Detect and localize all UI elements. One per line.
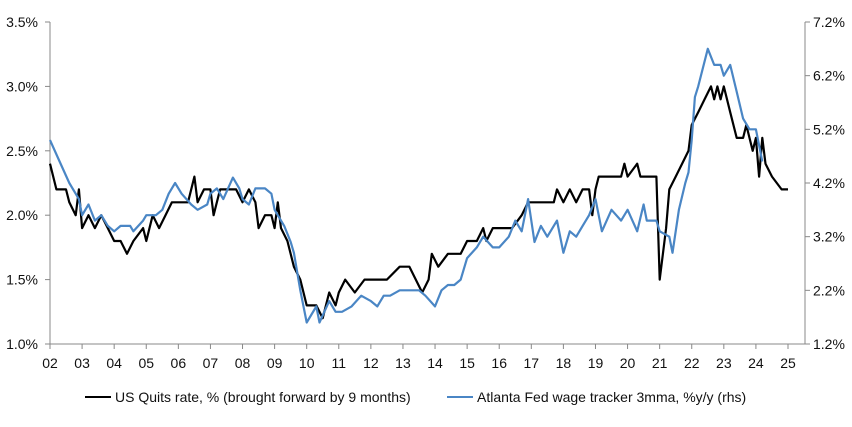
right-axis-tick-label: 4.2%	[813, 175, 845, 191]
left-axis-tick-label: 1.5%	[6, 272, 38, 288]
x-axis-tick-label: 23	[716, 355, 732, 371]
legend-label-quits: US Quits rate, % (brought forward by 9 m…	[115, 389, 411, 405]
x-axis-tick-label: 02	[42, 355, 58, 371]
right-axis-tick-label: 6.2%	[813, 68, 845, 84]
x-axis-tick-label: 09	[267, 355, 283, 371]
legend-item-wage: Atlanta Fed wage tracker 3mma, %y/y (rhs…	[447, 389, 746, 405]
x-axis-tick-label: 24	[748, 355, 764, 371]
legend: US Quits rate, % (brought forward by 9 m…	[0, 389, 852, 409]
x-axis-tick-label: 11	[332, 355, 347, 371]
x-axis-tick-label: 06	[171, 355, 187, 371]
x-axis-tick-label: 03	[74, 355, 90, 371]
right-axis-tick-label: 7.2%	[813, 14, 845, 30]
left-axis-tick-label: 3.5%	[6, 14, 38, 30]
x-axis-tick-label: 04	[106, 355, 122, 371]
x-axis-tick-label: 16	[491, 355, 507, 371]
right-axis-tick-label: 3.2%	[813, 229, 845, 245]
right-axis-tick-label: 1.2%	[813, 336, 845, 352]
x-axis-tick-label: 18	[556, 355, 572, 371]
left-axis-tick-label: 3.0%	[6, 78, 38, 94]
left-axis-tick-label: 1.0%	[6, 336, 38, 352]
x-axis-tick-label: 13	[395, 355, 411, 371]
left-axis-tick-label: 2.0%	[6, 207, 38, 223]
x-axis-tick-label: 19	[588, 355, 604, 371]
x-axis-tick-label: 22	[684, 355, 700, 371]
x-axis-tick-label: 05	[138, 355, 154, 371]
legend-swatch-wage	[447, 395, 473, 399]
x-axis-tick-label: 07	[203, 355, 219, 371]
chart: 1.0% 1.5% 2.0% 2.5% 3.0% 3.5% 1.2% 2.2% 3.2% 4.2%…	[6, 14, 845, 371]
x-axis-tick-label: 08	[235, 355, 251, 371]
x-axis-tick-label: 25	[780, 355, 796, 371]
x-axis-tick-label: 15	[459, 355, 475, 371]
x-axis-tick-label: 20	[620, 355, 636, 371]
x-axis-tick-label: 10	[299, 355, 315, 371]
legend-label-wage: Atlanta Fed wage tracker 3mma, %y/y (rhs…	[477, 389, 747, 405]
x-axis-tick-label: 12	[363, 355, 379, 371]
x-axis-tick-label: 21	[652, 355, 668, 371]
legend-item-quits: US Quits rate, % (brought forward by 9 m…	[85, 389, 411, 405]
series-line-quits-rate	[48, 85, 788, 320]
legend-swatch-quits	[85, 395, 111, 399]
series-line-wage-tracker	[48, 47, 764, 324]
left-axis-tick-label: 2.5%	[6, 143, 38, 159]
x-axis-tick-label: 17	[524, 355, 540, 371]
x-axis-tick-label: 14	[427, 355, 443, 371]
right-axis-tick-label: 2.2%	[813, 282, 845, 298]
right-axis-tick-label: 5.2%	[813, 121, 845, 137]
